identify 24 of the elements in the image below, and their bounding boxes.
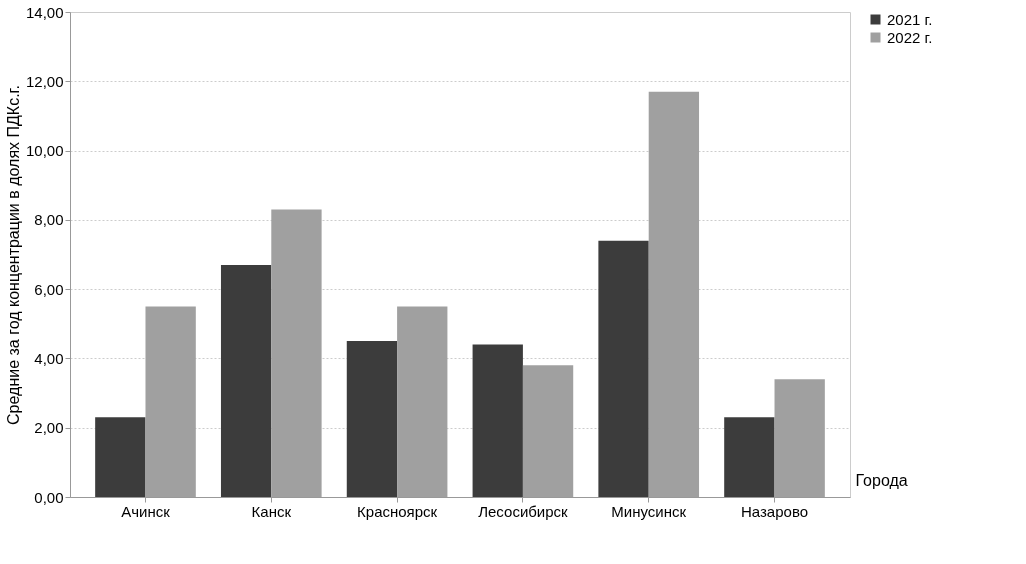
y-tick-label: 14,00 (25, 3, 64, 21)
y-tick-label: 12,00 (25, 72, 64, 90)
bar (220, 264, 272, 497)
x-tick-label: Ачинск (121, 502, 171, 520)
y-tick-label: 4,00 (34, 349, 64, 367)
x-tick-label: Лесосибирск (478, 502, 569, 520)
y-tick-label: 8,00 (34, 211, 64, 229)
bar (95, 417, 146, 497)
x-tick-label: Канск (251, 502, 292, 520)
y-tick-label: 6,00 (34, 280, 64, 298)
legend-label: 2022 г. (887, 28, 933, 46)
bar (724, 417, 775, 497)
bar (346, 341, 398, 497)
bar (472, 344, 523, 497)
y-tick-label: 2,00 (34, 419, 64, 437)
x-tick-label: Красноярск (357, 502, 438, 520)
y-tick-label: 0,00 (34, 488, 64, 506)
x-tick-label: Минусинск (611, 502, 687, 520)
x-axis-title: Города (855, 471, 908, 489)
y-tick-label: 10,00 (25, 142, 64, 160)
bar (598, 240, 649, 497)
legend-label: 2021 г. (887, 10, 933, 28)
x-tick-label: Назарово (740, 502, 809, 520)
y-axis-title: Средние за год концентрации в долях ПДКс.г. (4, 85, 22, 425)
